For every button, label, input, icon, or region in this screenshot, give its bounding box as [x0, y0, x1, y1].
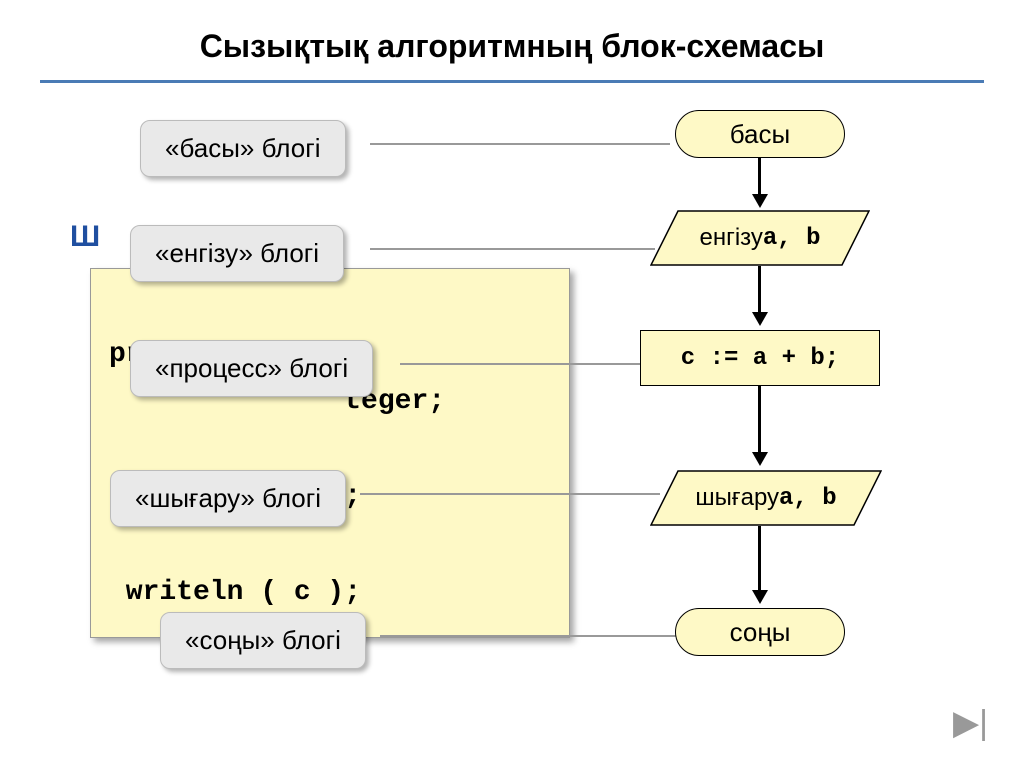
callout-input: «енгізу» блогі	[130, 225, 344, 282]
flow-arrow	[758, 526, 761, 592]
title-underline	[40, 80, 984, 83]
flow-arrow	[758, 266, 761, 314]
flow-input-vars: a, b	[763, 225, 821, 252]
arrow-head-icon	[752, 312, 768, 326]
connector-line	[370, 143, 670, 145]
connector-line	[360, 493, 660, 495]
flow-start-label: басы	[730, 119, 790, 150]
flow-start: басы	[675, 110, 845, 158]
page-title: Сызықтық алгоритмның блок-схемасы	[0, 28, 1024, 65]
arrow-head-icon	[752, 194, 768, 208]
flow-arrow	[758, 158, 761, 196]
flow-arrow	[758, 386, 761, 454]
flow-output: шығару a, b	[650, 470, 882, 526]
flow-output-vars: a, b	[779, 485, 837, 512]
connector-line	[380, 635, 680, 637]
code-line: writeln ( c );	[109, 577, 361, 608]
arrow-head-icon	[752, 590, 768, 604]
flow-process-label: c := a + b;	[681, 345, 839, 372]
callout-output: «шығару» блогі	[110, 470, 346, 527]
next-slide-icon[interactable]: ▶|	[953, 703, 988, 743]
connector-line	[370, 248, 655, 250]
code-box: program qq; teger; read ( a, b ); writel…	[90, 268, 570, 638]
connector-line	[400, 363, 645, 365]
callout-start: «басы» блогі	[140, 120, 346, 177]
arrow-head-icon	[752, 452, 768, 466]
flow-process: c := a + b;	[640, 330, 880, 386]
flow-input-prefix: енгізу	[699, 224, 762, 252]
callout-process: «процесс» блогі	[130, 340, 373, 397]
flow-output-prefix: шығару	[695, 484, 779, 512]
flow-input: енгізу a, b	[650, 210, 870, 266]
heading-fragment: Ш	[70, 220, 100, 254]
flow-end-label: соңы	[730, 617, 791, 648]
callout-end: «соңы» блогі	[160, 612, 366, 669]
flow-end: соңы	[675, 608, 845, 656]
